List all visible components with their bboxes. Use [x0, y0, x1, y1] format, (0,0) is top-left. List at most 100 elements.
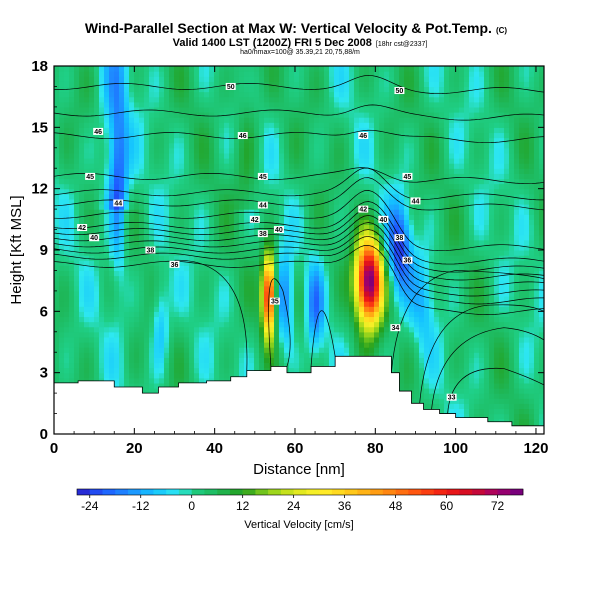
field-cell	[299, 336, 305, 343]
field-cell	[159, 178, 165, 185]
field-cell	[329, 117, 335, 123]
field-cell	[354, 326, 360, 333]
field-cell	[284, 214, 290, 220]
field-cell	[129, 270, 135, 277]
field-cell	[339, 137, 345, 144]
field-cell	[124, 106, 130, 113]
field-cell	[169, 321, 175, 328]
field-cell	[239, 372, 245, 379]
field-cell	[109, 183, 115, 190]
field-cell	[389, 352, 395, 358]
field-cell	[194, 296, 200, 302]
field-cell	[84, 362, 90, 369]
field-cell	[124, 229, 130, 236]
field-cell	[199, 168, 205, 174]
field-cell	[199, 147, 205, 154]
field-cell	[64, 158, 70, 164]
field-cell	[189, 91, 195, 98]
field-cell	[104, 255, 110, 261]
field-cell	[199, 255, 205, 261]
field-cell	[289, 316, 295, 323]
field-cell	[89, 347, 95, 353]
field-cell	[54, 137, 60, 144]
field-cell	[329, 326, 335, 333]
field-cell	[304, 352, 310, 358]
field-cell	[109, 178, 115, 185]
field-cell	[129, 224, 135, 231]
field-cell	[89, 86, 95, 93]
field-cell	[209, 357, 215, 364]
field-cell	[89, 91, 95, 98]
field-cell	[239, 86, 245, 93]
field-cell	[144, 336, 150, 343]
field-cell	[264, 101, 270, 108]
field-cell	[234, 193, 240, 200]
field-cell	[199, 66, 205, 72]
field-cell	[174, 342, 180, 348]
field-cell	[159, 377, 165, 384]
field-cell	[169, 71, 175, 77]
field-cell	[214, 362, 220, 369]
field-cell	[144, 112, 150, 118]
field-cell	[144, 372, 150, 379]
field-cell	[139, 224, 145, 231]
field-cell	[184, 66, 190, 72]
field-cell	[104, 352, 110, 358]
field-cell	[259, 336, 265, 343]
field-cell	[234, 362, 240, 369]
field-cell	[159, 86, 165, 93]
field-cell	[314, 96, 320, 103]
field-cell	[64, 188, 70, 195]
field-cell	[204, 209, 210, 215]
field-cell	[119, 178, 125, 185]
field-cell	[294, 219, 300, 226]
field-cell	[234, 311, 240, 318]
field-cell	[309, 234, 315, 241]
field-cell	[134, 86, 140, 93]
field-cell	[119, 270, 125, 277]
field-cell	[134, 347, 140, 353]
field-cell	[139, 306, 145, 312]
field-cell	[389, 66, 395, 72]
field-cell	[189, 214, 195, 220]
field-cell	[124, 234, 130, 241]
field-cell	[249, 321, 255, 328]
field-cell	[354, 347, 360, 353]
field-cell	[99, 224, 105, 231]
field-cell	[159, 204, 165, 210]
field-cell	[179, 270, 185, 277]
field-cell	[344, 336, 350, 343]
field-cell	[394, 214, 400, 220]
field-cell	[374, 316, 380, 323]
field-cell	[89, 142, 95, 149]
field-cell	[64, 331, 70, 338]
field-cell	[284, 244, 290, 251]
field-cell	[94, 137, 100, 144]
field-cell	[94, 214, 100, 220]
field-cell	[64, 342, 70, 348]
field-cell	[59, 234, 65, 241]
field-cell	[59, 117, 65, 123]
field-cell	[89, 357, 95, 364]
field-cell	[144, 255, 150, 261]
field-cell	[184, 219, 190, 226]
field-cell	[239, 296, 245, 302]
field-cell	[169, 101, 175, 108]
field-cell	[104, 101, 110, 108]
field-cell	[194, 331, 200, 338]
field-cell	[64, 367, 70, 374]
field-cell	[64, 91, 70, 98]
field-cell	[109, 229, 115, 236]
field-cell	[164, 101, 170, 108]
field-cell	[319, 147, 325, 154]
field-cell	[224, 296, 230, 302]
field-cell	[124, 275, 130, 282]
field-cell	[334, 158, 340, 164]
field-cell	[319, 290, 325, 297]
field-cell	[334, 188, 340, 195]
field-cell	[159, 260, 165, 266]
field-cell	[224, 219, 230, 226]
field-cell	[384, 168, 390, 174]
field-cell	[144, 122, 150, 128]
field-cell	[379, 173, 385, 180]
